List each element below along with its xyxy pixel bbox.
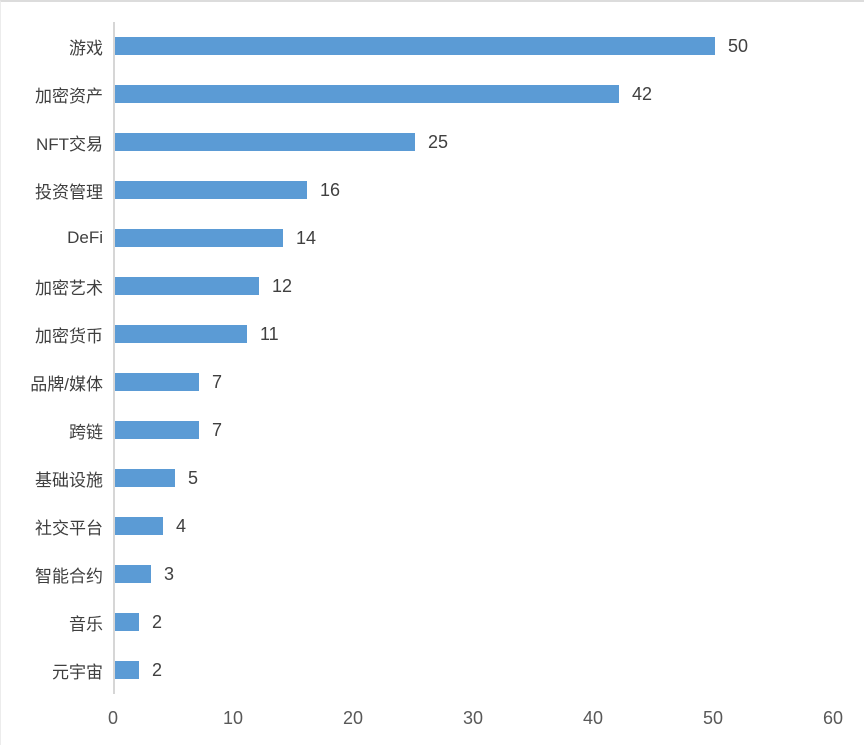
chart-rows: 游戏 50 加密资产 42 NFT交易 25 投资管理 16 DeFi 14 加密艺术 12 加密货币 1… (1, 22, 864, 694)
plot-area: 3 (113, 550, 864, 598)
plot-area: 14 (113, 214, 864, 262)
plot-area: 4 (113, 502, 864, 550)
value-label: 7 (212, 419, 223, 440)
value-label: 50 (728, 35, 749, 56)
bar (115, 181, 307, 199)
chart-row: 智能合约 3 (1, 550, 864, 598)
x-tick-label: 10 (222, 708, 244, 728)
plot-area: 16 (113, 166, 864, 214)
bar (115, 373, 199, 391)
chart-row: 加密货币 11 (1, 310, 864, 358)
category-label: 社交平台 (35, 518, 103, 538)
bar (115, 37, 715, 55)
category-label: DeFi (67, 228, 103, 247)
horizontal-bar-chart: 游戏 50 加密资产 42 NFT交易 25 投资管理 16 DeFi 14 加密艺术 12 加密货币 1… (1, 22, 864, 739)
plot-area: 25 (113, 118, 864, 166)
category-label: 基础设施 (35, 470, 103, 490)
x-tick-label: 50 (702, 708, 724, 728)
chart-row: 游戏 50 (1, 22, 864, 70)
bar (115, 661, 139, 679)
plot-area: 2 (113, 598, 864, 646)
bar (115, 325, 247, 343)
value-label: 25 (428, 131, 449, 152)
x-tick-label: 20 (342, 708, 364, 728)
plot-area: 12 (113, 262, 864, 310)
chart-row: DeFi 14 (1, 214, 864, 262)
chart-row: 基础设施 5 (1, 454, 864, 502)
plot-area: 50 (113, 22, 864, 70)
value-label: 3 (164, 563, 175, 584)
chart-row: 投资管理 16 (1, 166, 864, 214)
bar (115, 133, 415, 151)
x-tick-label: 0 (107, 708, 119, 728)
category-label: 品牌/媒体 (30, 374, 103, 394)
bar (115, 85, 619, 103)
bar (115, 517, 163, 535)
x-tick-label: 30 (462, 708, 484, 728)
plot-area: 5 (113, 454, 864, 502)
bar (115, 565, 151, 583)
category-label: 音乐 (69, 614, 103, 634)
value-label: 16 (320, 179, 341, 200)
bar (115, 229, 283, 247)
category-label: 加密资产 (35, 86, 103, 106)
category-label: 智能合约 (35, 566, 103, 586)
category-label: 游戏 (69, 38, 103, 58)
chart-row: 加密艺术 12 (1, 262, 864, 310)
value-label: 5 (188, 467, 199, 488)
category-label: 投资管理 (35, 182, 103, 202)
value-label: 2 (152, 611, 163, 632)
category-label: 跨链 (69, 422, 103, 442)
value-label: 12 (272, 275, 293, 296)
bar (115, 421, 199, 439)
chart-row: 加密资产 42 (1, 70, 864, 118)
chart-row: 元宇宙 2 (1, 646, 864, 694)
plot-area: 2 (113, 646, 864, 694)
category-label: 加密货币 (35, 326, 103, 346)
bar (115, 613, 139, 631)
chart-row: 音乐 2 (1, 598, 864, 646)
chart-row: NFT交易 25 (1, 118, 864, 166)
value-label: 14 (296, 227, 317, 248)
category-label: NFT交易 (35, 134, 103, 154)
x-tick-label: 40 (582, 708, 604, 728)
value-label: 7 (212, 371, 223, 392)
bar (115, 469, 175, 487)
chart-row: 品牌/媒体 7 (1, 358, 864, 406)
value-label: 4 (176, 515, 187, 536)
plot-area: 7 (113, 406, 864, 454)
plot-area: 7 (113, 358, 864, 406)
category-label: 加密艺术 (35, 278, 103, 298)
plot-area: 11 (113, 310, 864, 358)
bar (115, 277, 259, 295)
category-label: 元宇宙 (52, 662, 103, 682)
value-label: 2 (152, 659, 163, 680)
value-label: 42 (632, 83, 653, 104)
plot-area: 42 (113, 70, 864, 118)
x-tick-label: 60 (822, 708, 844, 728)
chart-row: 跨链 7 (1, 406, 864, 454)
x-axis: 0 10 20 30 40 50 60 (1, 694, 864, 739)
chart-row: 社交平台 4 (1, 502, 864, 550)
value-label: 11 (260, 323, 279, 344)
